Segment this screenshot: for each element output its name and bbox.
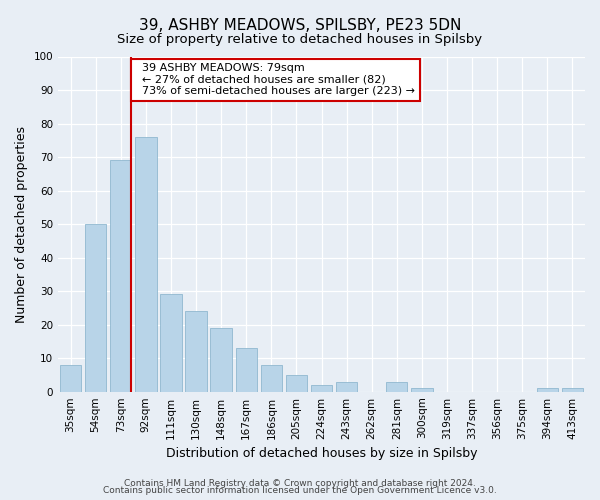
Bar: [211, 328, 232, 392]
Bar: [110, 160, 131, 392]
Text: Contains public sector information licensed under the Open Government Licence v3: Contains public sector information licen…: [103, 486, 497, 495]
Bar: [386, 382, 407, 392]
Bar: [536, 388, 558, 392]
Bar: [286, 375, 307, 392]
Bar: [411, 388, 433, 392]
Bar: [160, 294, 182, 392]
Bar: [562, 388, 583, 392]
Bar: [60, 365, 81, 392]
Text: 39, ASHBY MEADOWS, SPILSBY, PE23 5DN: 39, ASHBY MEADOWS, SPILSBY, PE23 5DN: [139, 18, 461, 32]
Bar: [135, 137, 157, 392]
Bar: [85, 224, 106, 392]
Y-axis label: Number of detached properties: Number of detached properties: [15, 126, 28, 322]
Text: 39 ASHBY MEADOWS: 79sqm
  ← 27% of detached houses are smaller (82)
  73% of sem: 39 ASHBY MEADOWS: 79sqm ← 27% of detache…: [135, 63, 415, 96]
Bar: [185, 311, 207, 392]
Bar: [311, 385, 332, 392]
Bar: [236, 348, 257, 392]
Bar: [260, 365, 282, 392]
X-axis label: Distribution of detached houses by size in Spilsby: Distribution of detached houses by size …: [166, 447, 477, 460]
Text: Size of property relative to detached houses in Spilsby: Size of property relative to detached ho…: [118, 32, 482, 46]
Bar: [336, 382, 357, 392]
Text: Contains HM Land Registry data © Crown copyright and database right 2024.: Contains HM Land Registry data © Crown c…: [124, 478, 476, 488]
